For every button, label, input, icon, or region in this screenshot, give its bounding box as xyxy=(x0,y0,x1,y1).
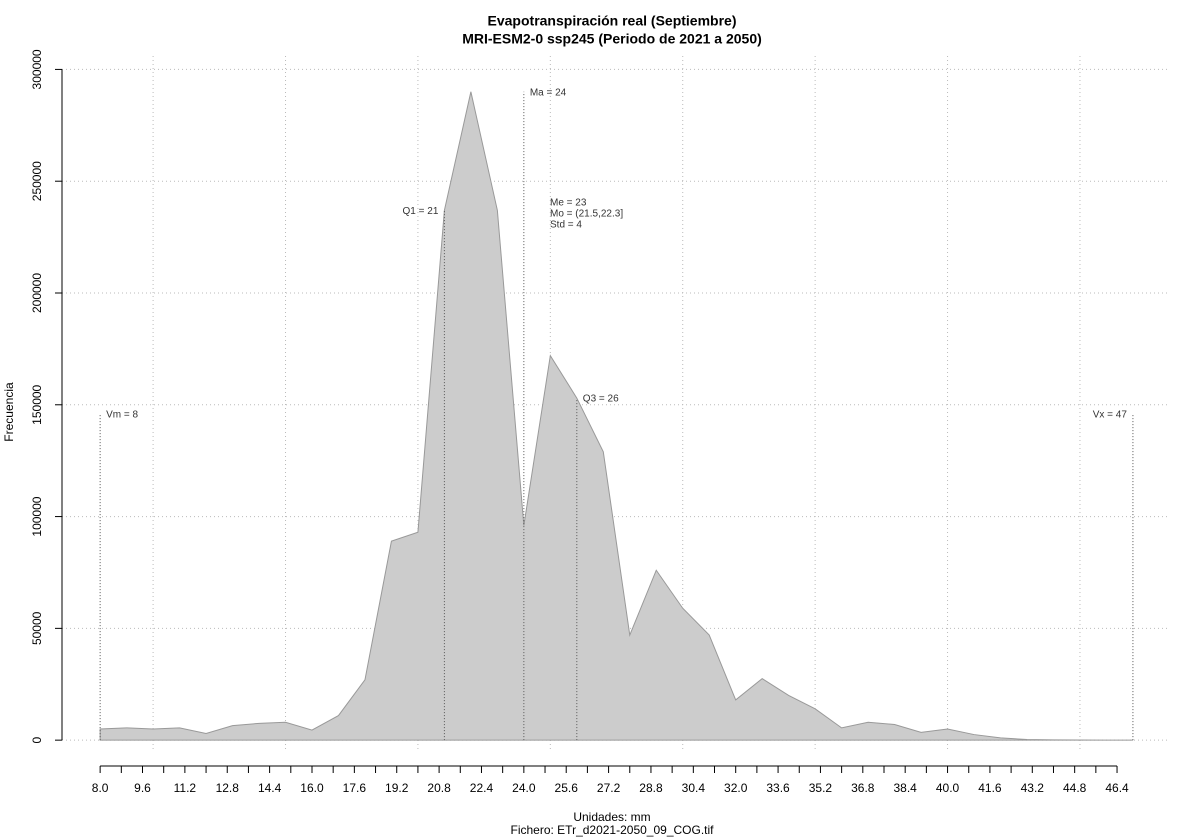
x-axis-label: Unidades: mm xyxy=(573,810,650,824)
x-tick-label: 46.4 xyxy=(1105,781,1129,795)
caption: Fichero: ETr_d2021-2050_09_COG.tif xyxy=(511,823,715,837)
annotation-label: Ma = 24 xyxy=(530,87,567,98)
x-tick-label: 43.2 xyxy=(1021,781,1045,795)
x-tick-label: 20.8 xyxy=(427,781,451,795)
y-tick-label: 50000 xyxy=(30,611,44,645)
x-tick-label: 19.2 xyxy=(385,781,409,795)
y-tick-label: 0 xyxy=(30,736,44,743)
x-tick-label: 41.6 xyxy=(978,781,1002,795)
x-tick-label: 25.6 xyxy=(555,781,579,795)
x-tick-label: 16.0 xyxy=(300,781,324,795)
annotation-label: Vx = 47 xyxy=(1093,409,1128,420)
y-axis-label: Frecuencia xyxy=(2,382,16,442)
annotation-label: Q3 = 26 xyxy=(583,394,619,405)
x-tick-label: 33.6 xyxy=(766,781,790,795)
y-tick-label: 300000 xyxy=(30,49,44,89)
x-tick-label: 32.0 xyxy=(724,781,748,795)
x-tick-label: 40.0 xyxy=(936,781,960,795)
stats-label: Std = 4 xyxy=(550,220,582,231)
annotation-label: Vm = 8 xyxy=(106,409,138,420)
x-tick-label: 9.6 xyxy=(134,781,151,795)
area xyxy=(99,91,1133,741)
x-tick-label: 22.4 xyxy=(470,781,494,795)
x-tick-label: 44.8 xyxy=(1063,781,1087,795)
x-tick-label: 14.4 xyxy=(258,781,282,795)
y-tick-label: 150000 xyxy=(30,384,44,424)
x-tick-label: 30.4 xyxy=(682,781,706,795)
x-tick-label: 24.0 xyxy=(512,781,536,795)
y-tick-label: 200000 xyxy=(30,273,44,313)
x-tick-label: 28.8 xyxy=(639,781,663,795)
x-tick-label: 38.4 xyxy=(894,781,918,795)
annotation-label: Q1 = 21 xyxy=(403,206,439,217)
chart-title: Evapotranspiración real (Septiembre) xyxy=(488,13,737,29)
x-tick-label: 8.0 xyxy=(92,781,109,795)
y-tick-label: 250000 xyxy=(30,161,44,201)
y-tick-label: 100000 xyxy=(30,496,44,536)
stats-label: Me = 23 xyxy=(550,198,587,209)
x-tick-label: 35.2 xyxy=(809,781,833,795)
x-tick-label: 36.8 xyxy=(851,781,875,795)
x-tick-label: 27.2 xyxy=(597,781,621,795)
stats-label: Mo = (21.5,22.3] xyxy=(550,209,623,220)
x-tick-label: 17.6 xyxy=(343,781,367,795)
chart-subtitle: MRI-ESM2-0 ssp245 (Periodo de 2021 a 205… xyxy=(462,31,762,47)
x-tick-label: 11.2 xyxy=(174,781,197,795)
x-tick-label: 12.8 xyxy=(216,781,240,795)
